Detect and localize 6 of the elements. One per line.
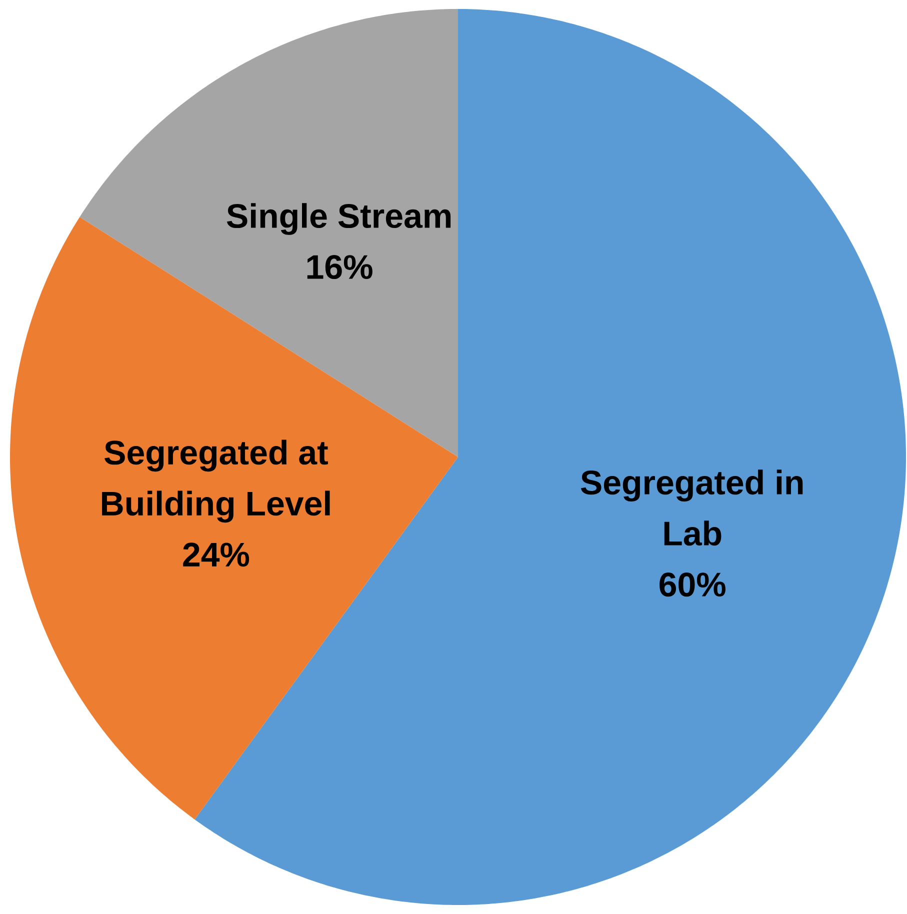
slice-label: Segregated at Building Level [102,440,330,523]
slice-label: Single Stream [226,203,451,235]
slice-label: Segregated in Lab [580,470,803,546]
data-label: 16% [307,254,372,280]
data-label: 24% [183,542,250,567]
data-label: 60% [660,572,726,597]
